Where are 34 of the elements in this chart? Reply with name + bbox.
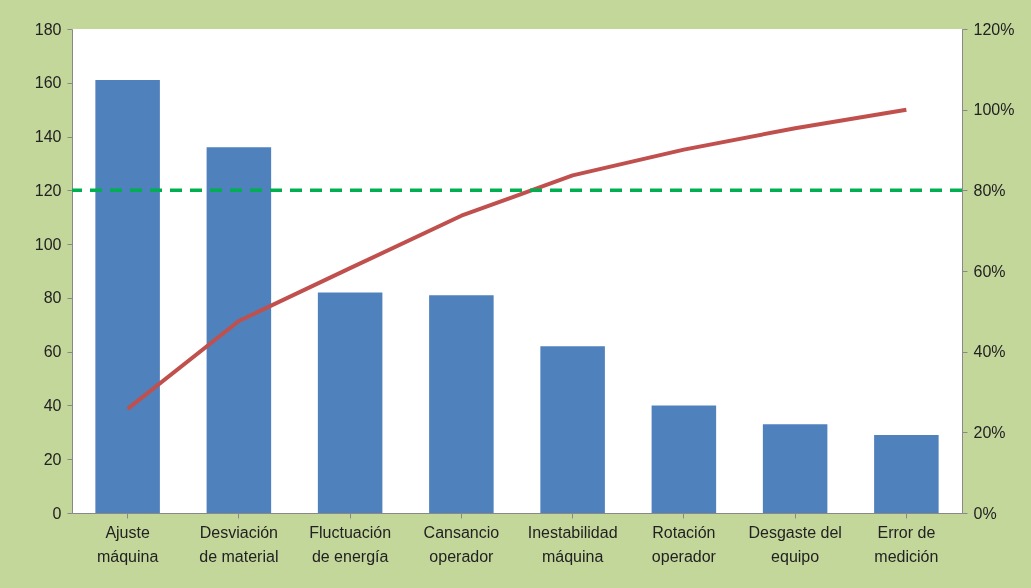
x-tick-label: Desgaste del equipo	[748, 523, 842, 565]
y2-tick-label: 40%	[973, 343, 1006, 361]
bar	[317, 292, 383, 513]
x-tick-label: Rotación operador	[651, 523, 717, 565]
bar	[95, 80, 160, 513]
bar	[429, 295, 494, 513]
y2-tick-label: 80%	[973, 181, 1006, 199]
y-tick-label: 60	[43, 343, 62, 361]
bar	[651, 405, 717, 513]
y2-tick-label: 0%	[973, 504, 997, 522]
y-tick-label: 80	[43, 289, 62, 307]
x-tick-label: Cansancio operador	[423, 523, 500, 565]
y-tick-label: 120	[34, 181, 62, 199]
y-tick-label: 160	[34, 74, 62, 92]
y-tick-label: 100	[34, 235, 62, 253]
y-tick-label: 140	[34, 128, 62, 146]
x-tick-label: Desviación de material	[199, 523, 279, 565]
y2-tick-label: 120%	[973, 20, 1015, 38]
y2-tick-label: 20%	[973, 423, 1006, 441]
bar	[762, 424, 828, 513]
y-tick-label: 180	[34, 20, 62, 38]
x-tick-label: Fluctuación de energía	[309, 523, 392, 565]
y-tick-label: 40	[43, 396, 62, 414]
bar	[540, 346, 605, 513]
y-tick-label: 0	[52, 504, 62, 522]
x-tick-label: Inestabilidad máquina	[527, 523, 618, 565]
y-tick-label: 20	[43, 450, 62, 468]
x-tick-label: Error de medición	[874, 523, 939, 565]
x-tick-label: Ajuste máquina	[96, 523, 159, 565]
bar	[206, 147, 272, 513]
y2-tick-label: 60%	[973, 262, 1006, 280]
y2-tick-label: 100%	[973, 101, 1015, 119]
bar	[874, 435, 939, 513]
line-series	[125, 107, 909, 411]
